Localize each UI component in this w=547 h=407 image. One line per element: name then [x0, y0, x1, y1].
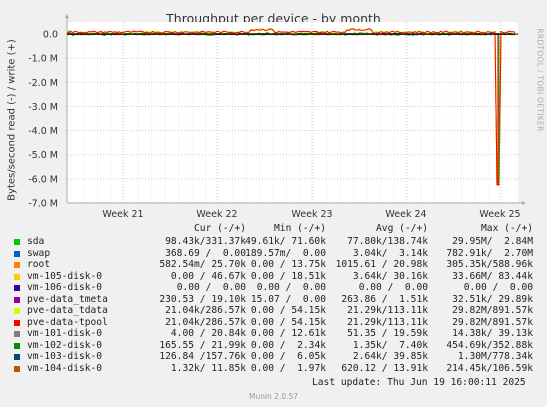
legend-series-name: vm-105-disk-0	[27, 270, 103, 282]
munin-version: Munin 2.0.57	[248, 392, 299, 401]
legend-value-avg: 51.35 / 19.59k	[347, 328, 428, 339]
legend-value-min: 0.00 / 13.75k	[250, 259, 326, 270]
legend-value-min: 0.00 / 2.34k	[250, 339, 326, 351]
legend-series-name: root	[27, 259, 51, 270]
y-tick-label: -6.0 M	[28, 174, 58, 185]
legend-header-cur: Cur (-/+)	[194, 223, 246, 234]
legend-value-cur: 21.04k/286.57k	[165, 305, 246, 316]
y-tick-label: -5.0 M	[28, 150, 58, 161]
legend-value-max: 29.82M/891.57k	[452, 305, 533, 316]
legend-series-name: vm-101-disk-0	[27, 328, 103, 339]
legend-swatch	[14, 262, 20, 268]
legend-value-max: 0.00 / 0.00	[463, 282, 533, 293]
legend-value-min: 0.00 / 12.61k	[250, 328, 326, 339]
legend-value-cur: 4.00 / 20.84k	[170, 328, 246, 339]
x-tick-label: Week 22	[196, 209, 237, 220]
legend-swatch	[14, 354, 20, 360]
legend-swatch	[14, 250, 20, 257]
legend-value-max: 29.82M/891.57k	[452, 316, 533, 328]
legend-value-avg: 0.00 / 0.00	[358, 282, 428, 293]
x-tick-label: Week 25	[479, 209, 520, 220]
legend-value-max: 33.66M/ 83.44k	[452, 270, 533, 282]
legend-series-name: pve-data_tdata	[27, 305, 108, 316]
plot-background	[67, 22, 518, 203]
legend-value-cur: 98.43k/331.37k	[165, 236, 246, 247]
legend-swatch	[14, 365, 20, 372]
legend-value-cur: 1.32k/ 11.85k	[170, 362, 246, 374]
legend-series-name: vm-106-disk-0	[27, 282, 103, 293]
legend-value-min: 0.00 / 54.15k	[250, 305, 326, 316]
legend-value-max: 14.38k/ 39.13k	[452, 328, 533, 339]
legend-value-max: 214.45k/106.59k	[446, 362, 533, 374]
y-tick-label: -4.0 M	[28, 126, 58, 137]
x-tick-label: Week 21	[102, 209, 143, 220]
legend-series-name: swap	[27, 247, 51, 259]
legend-value-avg: 1.35k/ 7.40k	[352, 339, 428, 351]
legend-value-min: 0.00 / 6.05k	[250, 351, 326, 362]
legend-swatch	[14, 285, 20, 291]
legend-swatch	[14, 319, 20, 326]
legend-header-max: Max (-/+)	[481, 223, 533, 234]
legend-series-name: vm-102-disk-0	[27, 339, 103, 351]
legend-value-min: 0.00 / 1.97k	[250, 362, 326, 374]
legend-value-min: 15.07 / 0.00	[250, 293, 326, 305]
legend-swatch	[14, 308, 20, 314]
legend-value-avg: 263.86 / 1.51k	[341, 293, 428, 305]
legend-value-cur: 230.53 / 19.10k	[159, 293, 246, 305]
y-axis-arrow	[65, 14, 69, 18]
x-axis-arrow	[522, 201, 526, 205]
legend-value-max: 32.51k/ 29.89k	[452, 293, 533, 305]
legend-value-avg: 3.64k/ 30.16k	[352, 270, 428, 282]
legend-value-max: 305.35k/588.96k	[446, 259, 533, 270]
legend-series-name: vm-104-disk-0	[27, 362, 103, 374]
legend-value-cur: 126.84 /157.76k	[159, 351, 246, 362]
legend-value-min: 0.00 / 54.15k	[250, 316, 326, 328]
legend-swatch	[14, 239, 20, 245]
y-tick-label: 0.0	[43, 30, 58, 41]
legend-value-avg: 21.29k/113.11k	[347, 316, 428, 328]
legend-value-cur: 582.54m/ 25.70k	[159, 259, 246, 270]
y-tick-label: -3.0 M	[28, 102, 58, 113]
legend-swatch	[14, 331, 20, 337]
legend-value-min: 0.00 / 0.00	[256, 282, 326, 293]
legend-value-avg: 21.29k/113.11k	[347, 305, 428, 316]
legend-value-min: 49.61k/ 71.60k	[245, 236, 326, 247]
legend-series-name: pve-data_tmeta	[27, 293, 108, 305]
legend-swatch	[14, 273, 20, 280]
y-tick-label: -2.0 M	[28, 78, 58, 89]
legend-header-avg: Avg (-/+)	[376, 223, 428, 234]
legend-value-max: 454.69k/352.88k	[446, 339, 533, 351]
x-tick-label: Week 23	[291, 209, 332, 220]
legend-value-max: 782.91k/ 2.70M	[446, 247, 533, 259]
y-tick-label: -7.0 M	[28, 199, 58, 210]
legend-value-avg: 1015.61 / 20.98k	[335, 259, 428, 270]
legend-value-max: 1.30M/778.34k	[457, 351, 533, 362]
legend-series-name: vm-103-disk-0	[27, 351, 103, 362]
legend-value-cur: 0.00 / 0.00	[176, 282, 246, 293]
legend-value-cur: 21.04k/286.57k	[165, 316, 246, 328]
legend-value-avg: 2.64k/ 39.85k	[352, 351, 428, 362]
legend-value-max: 29.95M/ 2.84M	[452, 236, 533, 247]
legend-series-name: pve-data-tpool	[27, 316, 108, 328]
y-tick-label: -1.0 M	[28, 54, 58, 65]
x-tick-label: Week 24	[385, 209, 426, 220]
legend-value-avg: 77.80k/138.74k	[347, 236, 428, 247]
legend-swatch	[14, 342, 20, 349]
legend-value-min: 189.57m/ 0.00	[245, 247, 326, 259]
last-update: Last update: Thu Jun 19 16:00:11 2025	[312, 377, 526, 388]
chart-area: 0.0 -1.0 M -2.0 M -3.0 M -4.0 M -5.0 M -6.0 M -…	[28, 14, 526, 220]
legend-series-name: sda	[27, 236, 45, 247]
legend-value-avg: 620.12 / 13.91k	[341, 362, 428, 374]
legend-value-cur: 0.00 / 46.67k	[170, 270, 246, 282]
legend-header-min: Min (-/+)	[274, 223, 326, 234]
legend-value-cur: 368.69 / 0.00	[165, 247, 246, 259]
series-line-pve-data-tpool	[66, 28, 516, 186]
legend-value-cur: 165.55 / 21.99k	[159, 339, 246, 351]
legend-value-min: 0.00 / 18.51k	[250, 270, 326, 282]
legend-value-avg: 3.04k/ 3.14k	[352, 247, 428, 259]
legend-swatch	[14, 296, 20, 303]
